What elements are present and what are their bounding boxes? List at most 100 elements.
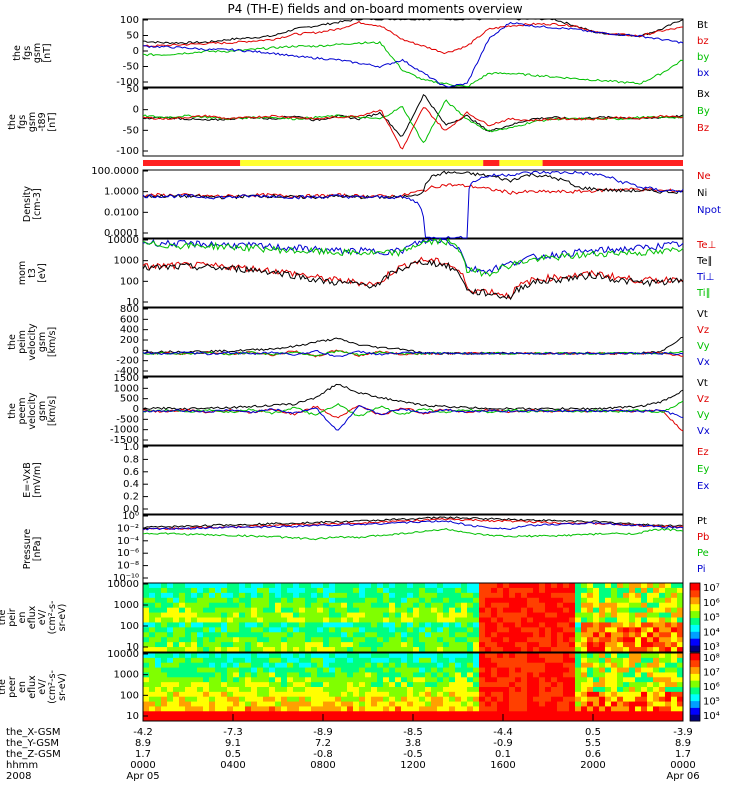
heatmap-cell (575, 701, 582, 707)
heatmap-cell (209, 672, 216, 678)
heatmap-cell (413, 662, 420, 669)
heatmap-cell (329, 592, 336, 599)
heatmap-cell (269, 632, 276, 638)
heatmap-cell (437, 662, 444, 669)
heatmap-cell (557, 622, 564, 628)
heatmap-cell (605, 602, 612, 609)
heatmap-cell (173, 672, 180, 678)
heatmap-cell (623, 701, 630, 707)
heatmap-cell (635, 587, 642, 594)
heatmap-cell (611, 716, 618, 722)
heatmap-cell (191, 672, 198, 678)
legend-label: Pi (697, 564, 706, 575)
heatmap-cell (353, 592, 360, 599)
heatmap-cell (545, 617, 552, 623)
heatmap-cell (509, 612, 516, 618)
heatmap-cell (437, 672, 444, 678)
heatmap-cell (539, 583, 546, 589)
heatmap-cell (605, 622, 612, 628)
heatmap-cell (191, 632, 198, 638)
heatmap-cell (611, 637, 618, 643)
heatmap-cell (185, 647, 192, 653)
heatmap-cell (257, 662, 264, 669)
heatmap-cell (239, 677, 246, 683)
heatmap-cell (263, 677, 270, 683)
heatmap-cell (461, 677, 468, 683)
heatmap-cell (419, 592, 426, 599)
heatmap-cell (233, 716, 240, 722)
heatmap-cell (575, 711, 582, 717)
heatmap-cell (275, 637, 282, 643)
y-tick-label: -100 (116, 77, 139, 88)
heatmap-cell (347, 587, 354, 594)
heatmap-cell (239, 667, 246, 673)
heatmap-cell (581, 637, 588, 643)
heatmap-cell (497, 642, 504, 648)
heatmap-cell (203, 592, 210, 599)
heatmap-cell (203, 617, 210, 623)
heatmap-cell (233, 607, 240, 614)
heatmap-cell (563, 682, 570, 688)
heatmap-cell (263, 622, 270, 628)
heatmap-cell (245, 711, 252, 717)
heatmap-cell (389, 701, 396, 707)
heatmap-cell (293, 716, 300, 722)
heatmap-cell (671, 691, 678, 698)
heatmap-cell (647, 612, 654, 618)
heatmap-cell (665, 677, 672, 683)
heatmap-cell (323, 711, 330, 717)
heatmap-cell (377, 622, 384, 628)
legend-label: Vt (697, 378, 708, 389)
heatmap-cell (665, 662, 672, 669)
heatmap-cell (257, 607, 264, 614)
heatmap-cell (371, 696, 378, 703)
heatmap-cell (173, 592, 180, 599)
heatmap-cell (653, 711, 660, 717)
legend-label: Vx (697, 426, 710, 437)
heatmap-cell (401, 632, 408, 638)
heatmap-cell (605, 612, 612, 618)
heatmap-cell (407, 607, 414, 614)
heatmap-cell (377, 617, 384, 623)
heatmap-cell (317, 677, 324, 683)
heatmap-cell (275, 711, 282, 717)
heatmap-cell (425, 682, 432, 688)
heatmap-cell (203, 667, 210, 673)
legend-label: Te∥ (696, 256, 713, 267)
heatmap-cell (251, 696, 258, 703)
heatmap-cell (191, 607, 198, 614)
heatmap-cell (215, 637, 222, 643)
heatmap-cell (179, 642, 186, 648)
heatmap-cell (185, 622, 192, 628)
heatmap-cell (395, 612, 402, 618)
heatmap-cell (653, 672, 660, 678)
heatmap-cell (395, 657, 402, 664)
heatmap-cell (557, 612, 564, 618)
heatmap-cell (455, 642, 462, 648)
heatmap-cell (257, 701, 264, 707)
heatmap-cell (533, 711, 540, 717)
colorbar-tick-label: 10⁵ (703, 697, 720, 708)
heatmap-cell (353, 612, 360, 618)
heatmap-cell (671, 662, 678, 669)
heatmap-cell (665, 711, 672, 717)
heatmap-cell (287, 711, 294, 717)
heatmap-cell (557, 716, 564, 722)
heatmap-cell (365, 672, 372, 678)
heatmap-cell (299, 711, 306, 717)
heatmap-cell (287, 662, 294, 669)
y-axis-label: Pressure (22, 529, 33, 570)
heatmap-cell (503, 696, 510, 703)
heatmap-cell (647, 696, 654, 703)
heatmap-cell (323, 667, 330, 673)
heatmap-cell (587, 597, 594, 604)
heatmap-cell (563, 597, 570, 604)
heatmap-cell (359, 672, 366, 678)
heatmap-cell (623, 687, 630, 693)
heatmap-cell (365, 687, 372, 693)
heatmap-cell (407, 583, 414, 589)
heatmap-cell (161, 662, 168, 669)
heatmap-cell (329, 706, 336, 712)
heatmap-cell (509, 672, 516, 678)
heatmap-cell (389, 587, 396, 594)
